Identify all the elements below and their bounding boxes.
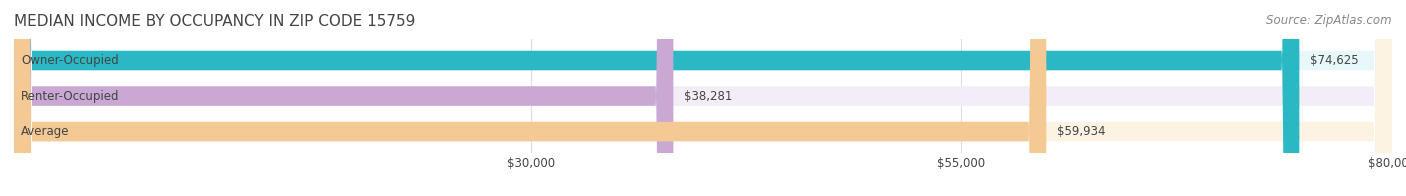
Text: Owner-Occupied: Owner-Occupied bbox=[21, 54, 118, 67]
Text: $74,625: $74,625 bbox=[1310, 54, 1360, 67]
Text: $59,934: $59,934 bbox=[1057, 125, 1107, 138]
Text: Source: ZipAtlas.com: Source: ZipAtlas.com bbox=[1267, 14, 1392, 27]
Text: $38,281: $38,281 bbox=[685, 90, 733, 103]
FancyBboxPatch shape bbox=[14, 0, 1299, 196]
Text: Average: Average bbox=[21, 125, 69, 138]
Text: Renter-Occupied: Renter-Occupied bbox=[21, 90, 120, 103]
FancyBboxPatch shape bbox=[14, 0, 673, 196]
Text: MEDIAN INCOME BY OCCUPANCY IN ZIP CODE 15759: MEDIAN INCOME BY OCCUPANCY IN ZIP CODE 1… bbox=[14, 14, 415, 29]
FancyBboxPatch shape bbox=[14, 0, 1392, 196]
FancyBboxPatch shape bbox=[14, 0, 1392, 196]
FancyBboxPatch shape bbox=[14, 0, 1046, 196]
FancyBboxPatch shape bbox=[14, 0, 1392, 196]
